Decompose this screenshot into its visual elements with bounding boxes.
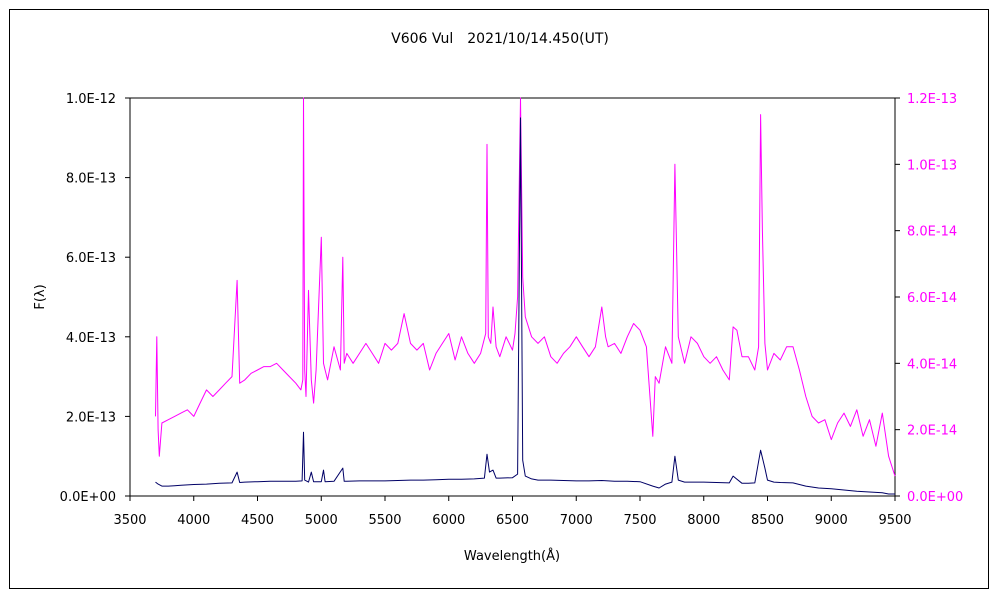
series-line-right (155, 97, 896, 477)
series-lines (155, 97, 896, 495)
x-tick-label: 6500 (496, 513, 529, 528)
x-tick-label: 5000 (305, 513, 338, 528)
y-tick-label: 4.0E-13 (66, 331, 116, 346)
y2-tick-label: 0.0E+00 (907, 490, 963, 505)
y-tick-label: 1.0E-12 (66, 92, 116, 107)
y2-axis-ticks: 0.0E+00 2.0E-14 4.0E-14 6.0E-14 8.0E-14 1.0E-… (895, 92, 963, 505)
x-tick-label: 8000 (687, 513, 720, 528)
y2-tick-label: 1.0E-13 (907, 158, 957, 173)
y-tick-label: 2.0E-13 (66, 410, 116, 425)
y-axis-label: F(λ) (33, 284, 48, 309)
series-line-left (155, 117, 895, 495)
plot-area (129, 97, 896, 497)
x-tick-label: 5500 (368, 513, 401, 528)
x-tick-label: 8500 (751, 513, 784, 528)
y-tick-label: 0.0E+00 (60, 490, 116, 505)
y-tick-label: 6.0E-13 (66, 251, 116, 266)
x-tick-label: 3500 (113, 513, 146, 528)
y-axis-ticks: 0.0E+00 2.0E-13 4.0E-13 6.0E-13 8.0E-13 1.0E-… (60, 92, 130, 505)
x-tick-label: 7000 (560, 513, 593, 528)
x-tick-label: 9000 (815, 513, 848, 528)
y2-tick-label: 1.2E-13 (907, 92, 957, 107)
x-tick-label: 9500 (878, 513, 911, 528)
y2-tick-label: 6.0E-14 (907, 291, 957, 306)
x-tick-label: 6000 (432, 513, 465, 528)
y2-tick-label: 8.0E-14 (907, 225, 957, 240)
x-axis-label: Wavelength(Å) (464, 548, 560, 564)
y2-tick-label: 2.0E-14 (907, 424, 957, 439)
y-tick-label: 8.0E-13 (66, 172, 116, 187)
x-axis-ticks: 3500 4000 4500 5000 5500 6000 6500 7000 7500 8000… (113, 496, 912, 528)
y2-tick-label: 4.0E-14 (907, 357, 957, 372)
x-tick-label: 7500 (623, 513, 656, 528)
x-tick-label: 4000 (177, 513, 210, 528)
chart-title: V606 Vul 2021/10/14.450(UT) (391, 31, 609, 47)
chart-frame (9, 9, 989, 589)
x-tick-label: 4500 (241, 513, 274, 528)
